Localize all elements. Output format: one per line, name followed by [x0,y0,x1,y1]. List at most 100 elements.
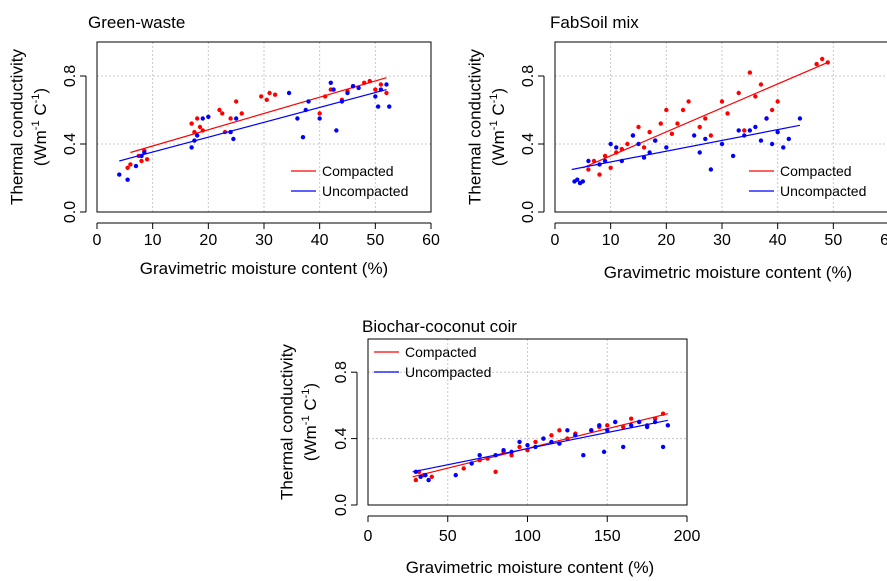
chart-title: Biochar-coconut coir [362,317,517,336]
data-point-compacted [680,107,686,113]
plot-frame [367,338,688,506]
data-point-compacted [195,116,200,121]
data-point-compacted [660,411,666,416]
x-tick-label: 10 [144,232,162,249]
data-point-uncompacted [614,145,619,150]
data-point-compacted [703,116,708,121]
data-point-uncompacted [125,177,130,182]
y-tick-label: 0.8 [62,65,79,87]
data-point-compacted [621,424,626,430]
data-point-uncompacted [117,172,122,177]
y-axis-label-line1: Thermal conductivity [7,49,26,205]
chart-title: Green-waste [88,13,185,32]
data-point-uncompacted [758,138,764,143]
data-point-uncompacted [517,439,522,445]
data-point-compacted [373,87,378,92]
data-point-compacted [125,165,130,170]
x-tick-label: 0 [93,232,102,249]
legend-label-uncompacted: Uncompacted [780,183,866,199]
data-point-compacted [586,167,591,172]
data-point-compacted [669,131,675,136]
data-point-compacted [736,90,741,96]
data-point-uncompacted [653,138,658,143]
data-point-compacted [429,474,434,479]
data-point-uncompacted [133,163,139,169]
data-point-compacted [647,129,652,135]
data-point-uncompacted [413,469,419,474]
x-axis-label: Gravimetric moisture content (%) [604,263,852,282]
plot-frame [96,41,432,213]
legend: Compacted Uncompacted [291,163,408,199]
data-point-compacted [775,99,780,104]
data-point-compacted [557,428,562,433]
data-point-compacted [384,90,389,96]
data-point-uncompacted [621,444,626,450]
data-point-compacted [625,141,630,147]
data-point-compacted [259,94,264,99]
y-axis-label-line2: (Wm-1 C-1) [488,88,509,166]
data-point-uncompacted [228,129,233,135]
data-point-uncompacted [418,474,423,479]
data-point-uncompacted [557,441,562,446]
data-point-uncompacted [345,90,350,96]
data-point-uncompacted [387,104,392,109]
y-axis-label-line1: Thermal conductivity [465,49,484,205]
data-point-compacted [825,60,830,65]
data-point-uncompacted [697,150,702,155]
data-point-compacted [664,107,669,113]
data-point-uncompacted [509,449,514,455]
x-tick-label: 30 [713,232,731,249]
legend-label-compacted: Compacted [322,163,394,179]
data-point-uncompacted [652,419,658,425]
y-tick-label: 0.0 [520,201,537,223]
fit-line-uncompacted [119,89,387,162]
data-point-compacted [362,80,367,86]
data-point-uncompacted [200,116,205,121]
x-tick-label: 150 [594,528,621,545]
y-tick-label: 0.8 [520,65,537,87]
data-point-uncompacted [581,453,586,458]
data-point-uncompacted [477,453,482,458]
data-point-compacted [189,121,194,126]
data-point-uncompacted [426,477,431,483]
y-tick-label: 0.4 [333,427,350,449]
data-point-compacted [742,128,747,133]
data-point-uncompacted [691,133,697,138]
data-point-uncompacted [373,94,378,99]
data-point-compacted [636,124,641,130]
data-point-compacted [413,477,419,483]
data-point-compacted [533,439,538,445]
data-point-compacted [509,453,514,458]
x-tick-label: 30 [255,232,273,249]
data-point-uncompacted [339,99,345,104]
data-point-compacted [747,70,753,75]
data-point-compacted [608,165,613,170]
x-axis-label: Gravimetric moisture content (%) [406,558,654,577]
data-point-compacted [197,124,203,130]
data-point-uncompacted [775,129,780,135]
y-axis-label-text: (Wm [31,130,50,166]
legend-label-compacted: Compacted [780,163,852,179]
data-point-uncompacted [469,461,474,466]
data-point-compacted [144,157,150,162]
data-point-uncompacted [328,80,333,86]
data-point-compacted [602,153,608,159]
data-point-compacted [628,416,634,421]
x-axis-label: Gravimetric moisture content (%) [140,259,388,278]
fit-line-compacted [412,413,669,478]
fit-line-compacted [130,77,387,154]
data-point-uncompacted [501,448,506,453]
data-point-uncompacted [580,179,586,184]
data-point-uncompacted [493,453,498,458]
data-point-uncompacted [644,424,650,430]
data-point-compacted [820,56,825,62]
x-tick-label: 50 [366,232,384,249]
y-axis-label-text: ) [31,88,50,94]
data-point-uncompacted [708,167,714,172]
data-point-compacted [814,61,819,67]
data-point-uncompacted [736,128,741,133]
y-axis-label-text: C [489,103,508,120]
data-point-uncompacted [139,153,144,159]
data-point-uncompacted [703,136,708,142]
data-point-uncompacted [641,155,647,160]
